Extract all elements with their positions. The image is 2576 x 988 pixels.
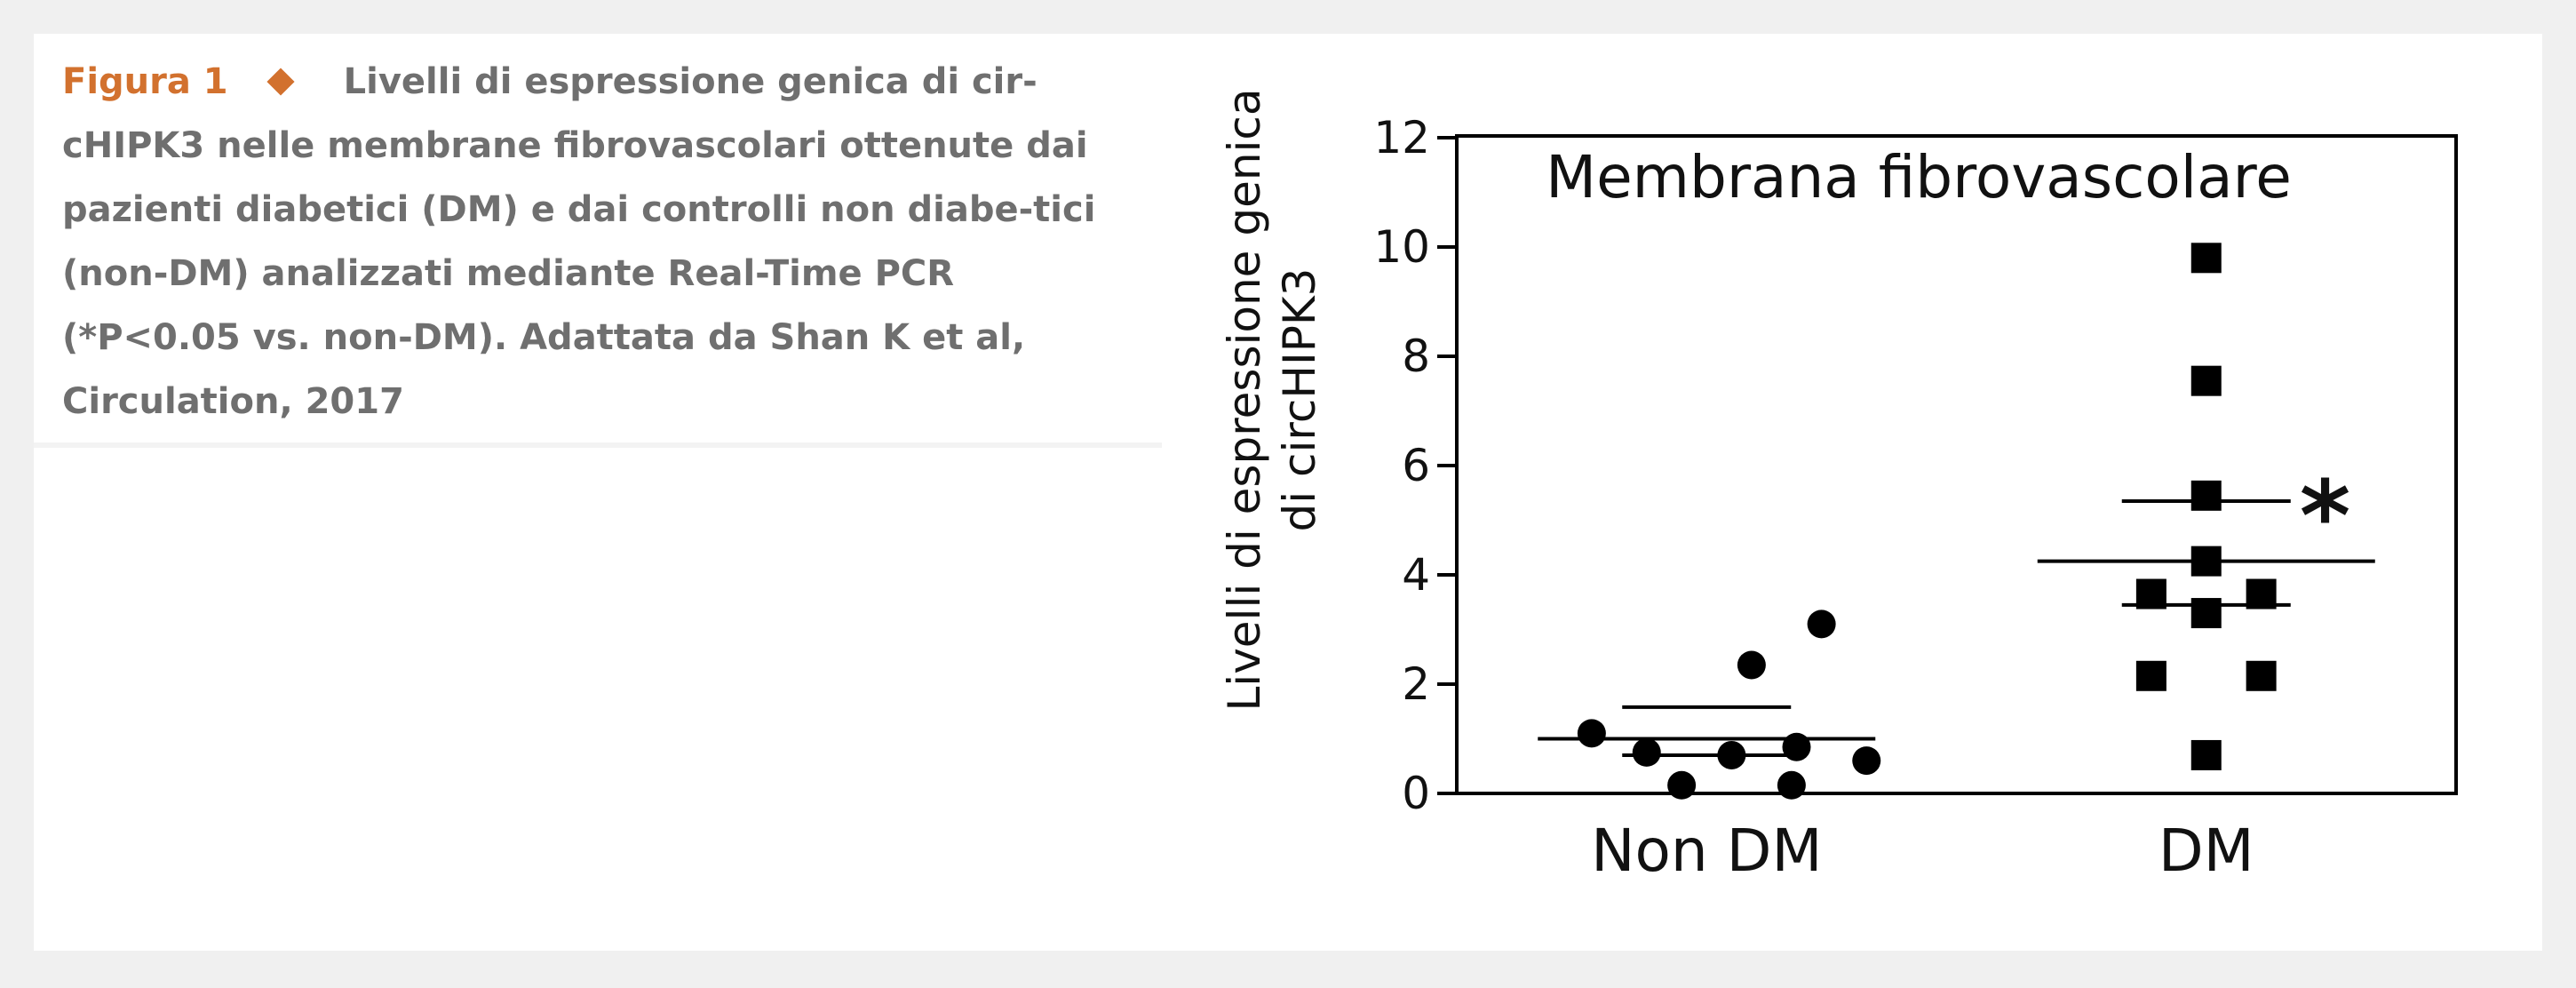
- data-marks: *: [1538, 243, 2375, 800]
- y-tick-label: 10: [1373, 221, 1430, 273]
- data-point-circle: [1777, 770, 1806, 800]
- figure-label: Figura 1: [62, 61, 228, 102]
- data-point-circle: [1632, 737, 1661, 767]
- data-point-circle: [1577, 719, 1606, 748]
- data-point-circle: [1782, 732, 1811, 761]
- y-axis-label-line-2: di circHIPK3: [1274, 268, 1325, 532]
- x-axis: Non DM DM: [1591, 817, 2254, 885]
- figure-caption: Figura 1 Livelli di espressione genica di…: [62, 50, 1137, 434]
- data-point-square: [2246, 578, 2277, 610]
- chart-title: Membrana fibrovascolare: [1546, 143, 2292, 211]
- y-tick-label: 0: [1402, 768, 1430, 819]
- y-axis-label: Livelli di espressione genica di circHIP…: [1219, 88, 1325, 711]
- data-point-square: [2190, 598, 2222, 629]
- x-tick-label: DM: [2159, 817, 2254, 885]
- x-tick-label: Non DM: [1591, 817, 1822, 885]
- y-axis: 0 2 4 6 8 10 12: [1373, 112, 1459, 819]
- data-point-circle: [1852, 746, 1881, 776]
- data-point-square: [2190, 739, 2222, 770]
- figure-panel: Figura 1 Livelli di espressione genica di…: [34, 34, 2542, 951]
- data-point-square: [2135, 660, 2167, 691]
- data-point-circle: [1717, 740, 1746, 769]
- y-tick-label: 4: [1402, 549, 1430, 601]
- caption-divider: [34, 442, 1162, 448]
- y-tick-label: 12: [1373, 112, 1430, 163]
- caption-text: Livelli di espressione genica di cir-cHI…: [62, 61, 1096, 422]
- data-point-square: [2190, 480, 2222, 511]
- y-tick-label: 6: [1402, 440, 1430, 491]
- data-point-square: [2246, 660, 2277, 691]
- y-tick-label: 2: [1402, 658, 1430, 710]
- y-tick-label: 8: [1402, 331, 1430, 382]
- data-point-circle: [1667, 770, 1697, 800]
- data-point-square: [2190, 365, 2222, 396]
- y-axis-label-line-1: Livelli di espressione genica: [1219, 88, 1270, 711]
- data-point-circle: [1807, 610, 1836, 639]
- data-point-square: [2135, 578, 2167, 610]
- significance-annotation: *: [2300, 459, 2351, 573]
- data-point-square: [2190, 243, 2222, 274]
- data-point-circle: [1737, 650, 1766, 680]
- data-point-square: [2190, 546, 2222, 577]
